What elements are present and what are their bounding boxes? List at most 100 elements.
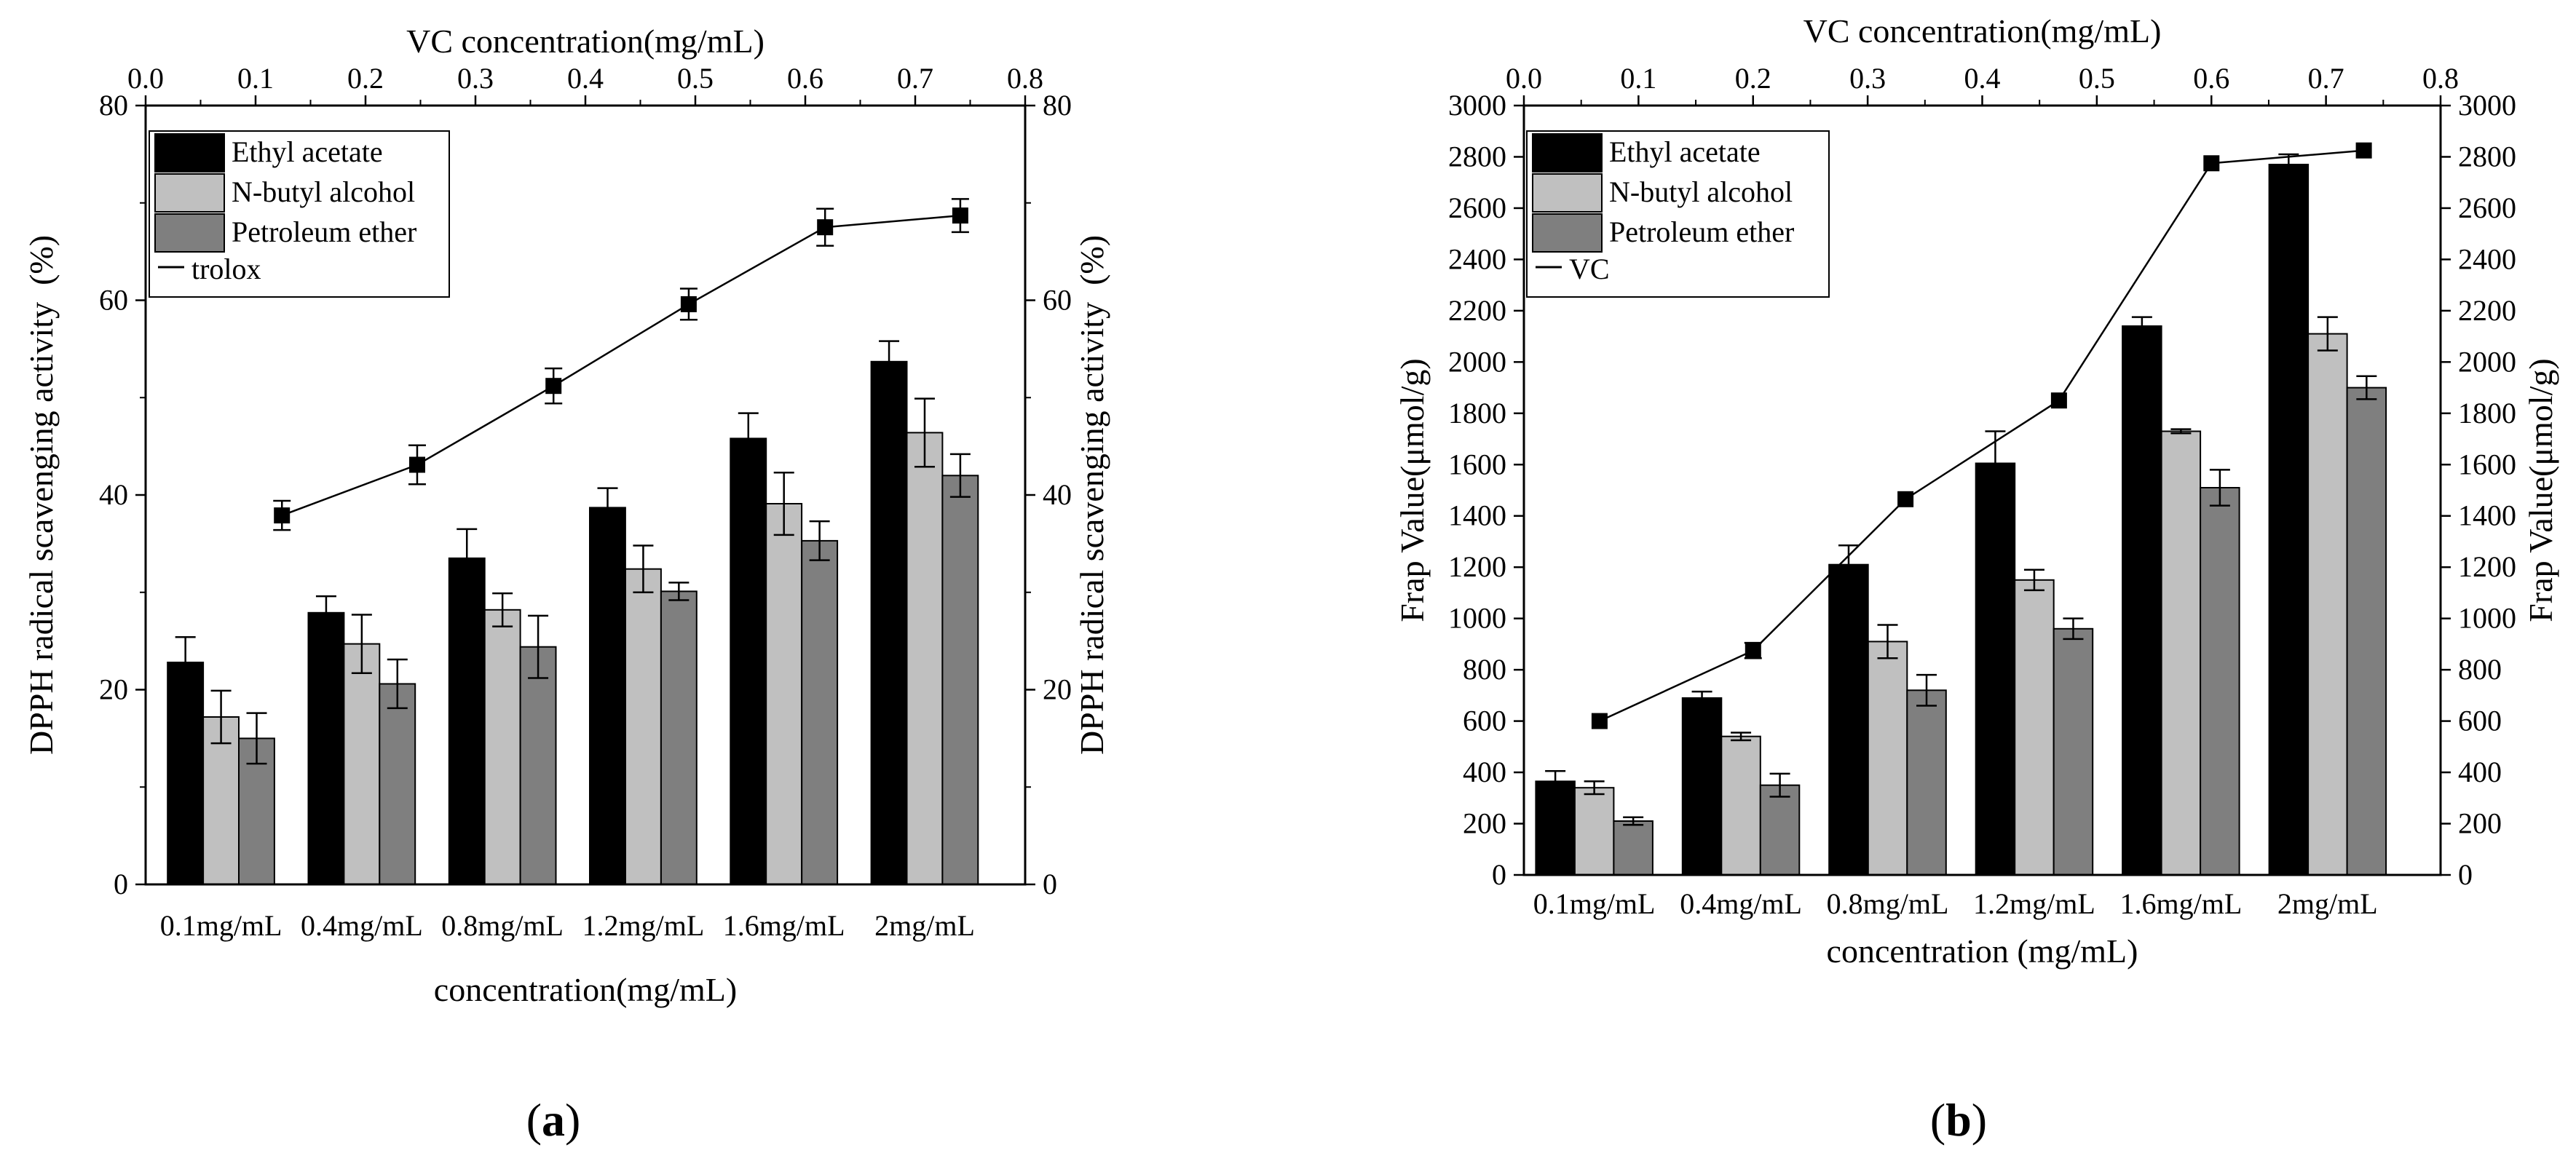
- y2-tick-label: 60: [1043, 284, 1072, 317]
- x-axis-title: concentration (mg/mL): [1827, 932, 2138, 970]
- category-label: 0.8mg/mL: [441, 909, 564, 942]
- line-series-trolox: [281, 214, 961, 517]
- top-tick-label: 0.1: [1620, 62, 1656, 95]
- x-axis-title: concentration(mg/mL): [434, 971, 737, 1008]
- y-tick-label: 1800: [1448, 397, 1506, 429]
- legend-label: Petroleum ether: [1609, 215, 1794, 248]
- bar-petroleum-ether-5: [2346, 387, 2387, 876]
- y-tick-label: 80: [99, 89, 128, 122]
- legend-swatch-petroleum-ether: [1532, 213, 1603, 253]
- y-tick-label: 2600: [1448, 191, 1506, 224]
- panel-label: (b): [1930, 1094, 1987, 1146]
- top-tick-label: 0.6: [787, 62, 823, 95]
- line-point-trolox-0: [274, 507, 291, 524]
- bar-n-butyl-alcohol-4: [765, 503, 803, 885]
- category-label: 1.2mg/mL: [1973, 887, 2095, 920]
- top-tick-label: 0.0: [127, 62, 164, 95]
- legend-label-line: trolox: [191, 253, 261, 285]
- y2-tick-label: 40: [1043, 478, 1072, 511]
- line-point-vc-4: [2203, 155, 2220, 172]
- bar-ethyl-acetate-3: [589, 507, 626, 885]
- top-axis-title: VC concentration(mg/mL): [1803, 12, 2162, 49]
- legend-label: Ethyl acetate: [232, 135, 383, 168]
- y-tick-label: 0: [114, 868, 128, 900]
- bar-petroleum-ether-4: [801, 539, 839, 886]
- panel-a-dpph-chart: 0.1mg/mL 0.4mg/mL 0.8mg/mL 1.2mg/mL 1.6mg/mL…: [23, 23, 1110, 1146]
- bar-ethyl-acetate-3: [1975, 462, 2016, 876]
- y-tick-label: 1000: [1448, 602, 1506, 635]
- top-tick-label: 0.7: [2308, 62, 2344, 95]
- line-point-vc-2: [1897, 491, 1914, 507]
- line-point-vc-1: [1745, 642, 1761, 659]
- category-label: 0.1mg/mL: [160, 909, 283, 942]
- top-tick-label: 0.6: [2193, 62, 2229, 95]
- top-tick-label: 0.8: [2422, 62, 2459, 95]
- y-tick-label: 800: [1463, 653, 1506, 686]
- bar-ethyl-acetate-0: [1535, 780, 1576, 876]
- panel-label-letter: a: [542, 1094, 565, 1146]
- y2-tick-label: 400: [2458, 756, 2502, 788]
- bar-n-butyl-alcohol-3: [625, 568, 662, 885]
- top-axis-title: VC concentration(mg/mL): [406, 23, 764, 60]
- panel-b-frap-chart: 0.1mg/mL 0.4mg/mL 0.8mg/mL 1.2mg/mL 1.6mg/mL…: [1394, 12, 2559, 1146]
- y2-tick-label: 800: [2458, 653, 2502, 686]
- legend-swatch-ethyl-acetate: [1532, 133, 1603, 173]
- y2-tick-label: 1200: [2458, 550, 2516, 583]
- bar-ethyl-acetate-5: [870, 360, 908, 885]
- y-tick-label: 60: [99, 284, 128, 317]
- y2-tick-label: 80: [1043, 89, 1072, 122]
- y-tick-label: 2000: [1448, 345, 1506, 378]
- category-label: 0.4mg/mL: [1680, 887, 1802, 920]
- y-tick-label: 2400: [1448, 242, 1506, 275]
- panel-label-close: ): [1972, 1094, 1987, 1146]
- bar-petroleum-ether-1: [1759, 784, 1801, 876]
- y2-tick-label: 2400: [2458, 242, 2516, 275]
- bar-ethyl-acetate-5: [2268, 164, 2310, 876]
- line-series-vc: [1599, 149, 2364, 722]
- top-tick-label: 0.1: [237, 62, 274, 95]
- category-label: 2mg/mL: [2277, 887, 2378, 920]
- top-tick-label: 0.0: [1506, 62, 1542, 95]
- top-tick-label: 0.4: [1964, 62, 2001, 95]
- y-tick-label: 20: [99, 673, 128, 706]
- bar-n-butyl-alcohol-1: [1720, 735, 1761, 876]
- y-tick-label: 2800: [1448, 140, 1506, 173]
- bar-ethyl-acetate-1: [1681, 697, 1723, 876]
- top-tick-label: 0.4: [567, 62, 604, 95]
- category-label: 1.6mg/mL: [723, 909, 845, 942]
- y-tick-label: 1600: [1448, 448, 1506, 480]
- y2-tick-label: 20: [1043, 673, 1072, 706]
- category-label: 1.2mg/mL: [582, 909, 705, 942]
- line-point-vc-0: [1591, 713, 1608, 729]
- top-tick-label: 0.3: [457, 62, 494, 95]
- top-tick-label: 0.2: [347, 62, 384, 95]
- top-tick-label: 0.2: [1735, 62, 1771, 95]
- legend-label: Ethyl acetate: [1609, 135, 1761, 168]
- category-label: 0.4mg/mL: [301, 909, 423, 942]
- category-label: 0.1mg/mL: [1533, 887, 1656, 920]
- bar-ethyl-acetate-4: [730, 437, 767, 885]
- line-point-trolox-3: [680, 296, 697, 312]
- y-tick-label: 200: [1463, 807, 1506, 840]
- y-tick-label: 600: [1463, 705, 1506, 737]
- y-tick-label: 0: [1492, 858, 1506, 891]
- line-point-trolox-4: [817, 219, 834, 236]
- panel-label-close: ): [565, 1094, 580, 1146]
- category-label: 2mg/mL: [874, 909, 975, 942]
- y2-tick-label: 1000: [2458, 602, 2516, 635]
- y2-tick-label: 0: [2458, 858, 2473, 891]
- y2-tick-label: 600: [2458, 705, 2502, 737]
- y2-tick-label: 2600: [2458, 191, 2516, 224]
- y-tick-label: 400: [1463, 756, 1506, 788]
- bar-n-butyl-alcohol-0: [1573, 787, 1615, 876]
- top-tick-label: 0.7: [897, 62, 933, 95]
- bar-ethyl-acetate-2: [448, 557, 486, 886]
- y2-tick-label: 2000: [2458, 345, 2516, 378]
- bar-petroleum-ether-4: [2200, 487, 2240, 876]
- bar-n-butyl-alcohol-2: [1867, 641, 1908, 876]
- bar-n-butyl-alcohol-5: [2307, 333, 2348, 876]
- bar-n-butyl-alcohol-1: [343, 643, 381, 885]
- line-point-vc-5: [2355, 142, 2372, 159]
- bar-petroleum-ether-5: [941, 475, 979, 886]
